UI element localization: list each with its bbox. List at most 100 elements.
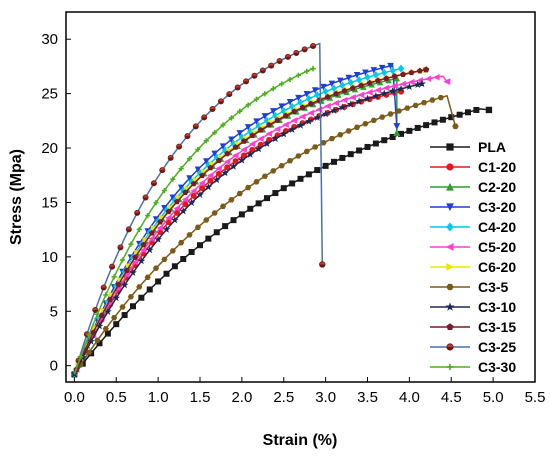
data-point-c3-5 bbox=[136, 284, 143, 290]
data-point-end-c3-10 bbox=[417, 79, 426, 88]
legend-item-c1-20: C1-20 bbox=[430, 159, 516, 175]
data-point-pla bbox=[314, 167, 321, 174]
data-point-c3-25 bbox=[301, 46, 308, 53]
data-point-pla bbox=[297, 175, 304, 182]
data-point-c3-15 bbox=[274, 117, 281, 123]
data-point-c3-10 bbox=[288, 125, 296, 133]
data-point-c3-30 bbox=[161, 187, 168, 194]
data-point-c3-15 bbox=[190, 180, 197, 187]
data-point-c3-25 bbox=[192, 123, 199, 130]
data-point-pla bbox=[364, 143, 371, 150]
series-c3-10 bbox=[70, 79, 426, 378]
data-point-c3-10 bbox=[338, 103, 347, 111]
x-tick-label: 3.5 bbox=[357, 389, 378, 406]
data-point-c3-5 bbox=[102, 326, 109, 332]
data-point-c3-20 bbox=[286, 98, 294, 106]
data-point-c3-15 bbox=[341, 87, 348, 94]
data-point-c3-20 bbox=[295, 94, 302, 102]
data-point-c3-15 bbox=[132, 254, 139, 260]
data-point-c3-30 bbox=[119, 257, 126, 263]
data-point-c3-5 bbox=[320, 140, 327, 146]
data-point-c3-30 bbox=[94, 311, 101, 317]
data-point-c3-5 bbox=[412, 102, 419, 108]
data-point-pla bbox=[330, 158, 337, 165]
x-axis-title: Strain (%) bbox=[263, 432, 338, 449]
data-point-c3-10 bbox=[171, 216, 179, 224]
data-point-c3-15 bbox=[358, 82, 365, 88]
legend-marker bbox=[445, 243, 454, 251]
data-point-c3-5 bbox=[379, 114, 386, 120]
data-point-c1-20 bbox=[240, 152, 247, 159]
data-point-c1-20 bbox=[190, 192, 197, 199]
data-point-pla bbox=[171, 263, 178, 270]
data-point-c3-25 bbox=[209, 106, 216, 113]
marker-half-circle-shade bbox=[285, 56, 291, 60]
data-point-c1-20 bbox=[224, 164, 231, 171]
data-point-c3-15 bbox=[366, 79, 373, 86]
data-point-c3-15 bbox=[266, 121, 273, 128]
data-point-c3-25 bbox=[293, 49, 300, 56]
data-point-c3-15 bbox=[174, 198, 180, 205]
data-point-c3-15 bbox=[148, 229, 155, 236]
data-point-c3-25 bbox=[134, 209, 141, 216]
data-point-c3-15 bbox=[182, 189, 189, 195]
x-tick-label: 1.0 bbox=[148, 389, 169, 406]
data-point-c3-10 bbox=[305, 117, 313, 125]
legend-item-c3-10: C3-10 bbox=[430, 299, 516, 315]
data-point-pla bbox=[322, 162, 329, 169]
data-point-c5-20 bbox=[206, 172, 214, 179]
data-point-c3-30 bbox=[237, 108, 243, 114]
data-point-c3-20 bbox=[244, 124, 252, 131]
data-point-c3-15 bbox=[207, 164, 214, 171]
series-line-c4-20 bbox=[73, 67, 402, 375]
data-point-c5-20 bbox=[248, 140, 256, 148]
data-point-c1-20 bbox=[215, 170, 222, 177]
legend-marker bbox=[446, 323, 454, 330]
legend-label: C3-25 bbox=[478, 339, 516, 355]
data-point-c3-10 bbox=[129, 268, 137, 276]
data-point-c5-20 bbox=[240, 146, 247, 153]
legend-label: C6-20 bbox=[478, 259, 516, 275]
data-point-c3-10 bbox=[296, 121, 305, 129]
legend-item-pla: PLA bbox=[430, 139, 506, 155]
data-point-c3-15 bbox=[391, 73, 398, 79]
legend-label: C3-5 bbox=[478, 279, 509, 295]
legend: PLA C1-20 C2-20 C3-20 C4-20 C5-20 C6-20 C3-5 C3-… bbox=[430, 139, 516, 375]
data-point-end-c3-25 bbox=[319, 261, 326, 268]
data-point-c3-20 bbox=[387, 62, 394, 70]
data-point-c3-5 bbox=[353, 124, 361, 130]
series-line-c3-25 bbox=[73, 42, 324, 375]
data-point-c3-5 bbox=[211, 210, 218, 216]
data-point-pla bbox=[347, 151, 354, 158]
data-point-c3-25 bbox=[251, 72, 258, 79]
data-point-c3-20 bbox=[253, 118, 260, 125]
data-point-c3-5 bbox=[178, 240, 185, 246]
data-point-c3-5 bbox=[144, 274, 151, 280]
data-point-c5-20 bbox=[307, 109, 314, 117]
data-point-c3-5 bbox=[345, 128, 352, 134]
data-point-c3-10 bbox=[212, 175, 221, 184]
data-point-c3-5 bbox=[228, 197, 235, 203]
data-point-c5-20 bbox=[374, 86, 381, 94]
data-point-pla bbox=[121, 312, 128, 319]
data-point-c5-20 bbox=[282, 121, 289, 128]
data-point-c3-15 bbox=[408, 69, 415, 76]
x-tick-label: 2.5 bbox=[273, 389, 294, 406]
marker-half-circle-shade bbox=[218, 101, 224, 104]
data-point-c3-10 bbox=[355, 97, 363, 105]
data-point-pla bbox=[280, 185, 287, 192]
legend-label: C3-15 bbox=[478, 319, 516, 335]
data-point-end-pla bbox=[485, 106, 493, 114]
data-point-c3-25 bbox=[217, 98, 224, 105]
data-point-c3-10 bbox=[137, 256, 146, 265]
data-point-c1-20 bbox=[207, 177, 214, 184]
marker-half-circle-shade bbox=[193, 126, 199, 129]
marker-half-circle-shade bbox=[142, 197, 149, 201]
data-point-c5-20 bbox=[433, 74, 440, 81]
data-point-c3-5 bbox=[362, 121, 369, 127]
data-point-c3-5 bbox=[236, 190, 243, 197]
data-point-c3-20 bbox=[378, 64, 386, 72]
marker-half-circle-shade bbox=[243, 81, 249, 85]
data-point-c3-10 bbox=[238, 156, 246, 164]
